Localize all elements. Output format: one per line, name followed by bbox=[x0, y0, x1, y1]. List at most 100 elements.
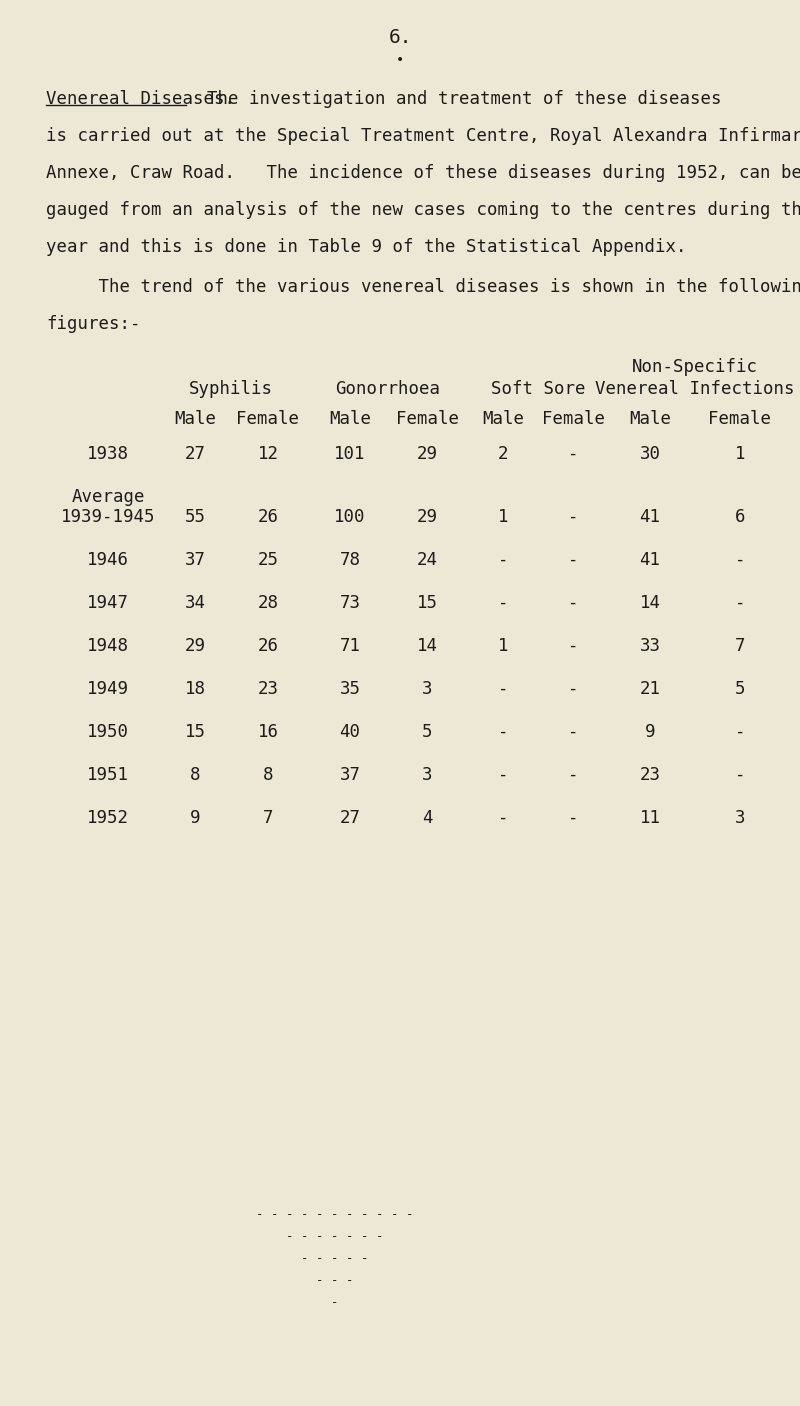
Text: 1: 1 bbox=[498, 508, 508, 526]
Text: 23: 23 bbox=[258, 681, 278, 697]
Text: -: - bbox=[498, 593, 508, 612]
Text: Venereal Diseases.: Venereal Diseases. bbox=[46, 90, 235, 108]
Text: -: - bbox=[568, 681, 578, 697]
Text: Syphilis: Syphilis bbox=[189, 380, 273, 398]
Text: 1: 1 bbox=[498, 637, 508, 655]
Text: 37: 37 bbox=[339, 766, 361, 785]
Text: 1951: 1951 bbox=[87, 766, 129, 785]
Text: •: • bbox=[396, 53, 404, 67]
Text: 24: 24 bbox=[417, 551, 438, 569]
Text: 30: 30 bbox=[639, 446, 661, 463]
Text: 7: 7 bbox=[734, 637, 746, 655]
Text: 28: 28 bbox=[258, 593, 278, 612]
Text: 6: 6 bbox=[734, 508, 746, 526]
Text: 101: 101 bbox=[334, 446, 366, 463]
Text: - - - - -: - - - - - bbox=[302, 1251, 369, 1265]
Text: Gonorrhoea: Gonorrhoea bbox=[335, 380, 441, 398]
Text: -: - bbox=[568, 551, 578, 569]
Text: year and this is done in Table 9 of the Statistical Appendix.: year and this is done in Table 9 of the … bbox=[46, 238, 686, 256]
Text: gauged from an analysis of the new cases coming to the centres during the: gauged from an analysis of the new cases… bbox=[46, 201, 800, 219]
Text: 11: 11 bbox=[639, 808, 661, 827]
Text: Female: Female bbox=[542, 411, 605, 427]
Text: -: - bbox=[498, 766, 508, 785]
Text: 15: 15 bbox=[417, 593, 438, 612]
Text: 71: 71 bbox=[339, 637, 361, 655]
Text: Soft Sore: Soft Sore bbox=[490, 380, 586, 398]
Text: 1948: 1948 bbox=[87, 637, 129, 655]
Text: 1938: 1938 bbox=[87, 446, 129, 463]
Text: 5: 5 bbox=[422, 723, 432, 741]
Text: -: - bbox=[734, 723, 746, 741]
Text: Male: Male bbox=[329, 411, 371, 427]
Text: 18: 18 bbox=[185, 681, 206, 697]
Text: 5: 5 bbox=[734, 681, 746, 697]
Text: 26: 26 bbox=[258, 508, 278, 526]
Text: -: - bbox=[331, 1296, 338, 1309]
Text: -: - bbox=[498, 723, 508, 741]
Text: 29: 29 bbox=[417, 446, 438, 463]
Text: -: - bbox=[498, 551, 508, 569]
Text: 40: 40 bbox=[339, 723, 361, 741]
Text: -: - bbox=[568, 766, 578, 785]
Text: -: - bbox=[498, 808, 508, 827]
Text: 1950: 1950 bbox=[87, 723, 129, 741]
Text: -: - bbox=[734, 593, 746, 612]
Text: - - -: - - - bbox=[316, 1274, 354, 1286]
Text: 6.: 6. bbox=[388, 28, 412, 46]
Text: 14: 14 bbox=[417, 637, 438, 655]
Text: 1947: 1947 bbox=[87, 593, 129, 612]
Text: 35: 35 bbox=[339, 681, 361, 697]
Text: 3: 3 bbox=[422, 766, 432, 785]
Text: figures:-: figures:- bbox=[46, 315, 141, 333]
Text: 3: 3 bbox=[422, 681, 432, 697]
Text: 7: 7 bbox=[262, 808, 274, 827]
Text: 9: 9 bbox=[645, 723, 655, 741]
Text: Male: Male bbox=[629, 411, 671, 427]
Text: 21: 21 bbox=[639, 681, 661, 697]
Text: 29: 29 bbox=[417, 508, 438, 526]
Text: Female: Female bbox=[709, 411, 771, 427]
Text: 33: 33 bbox=[639, 637, 661, 655]
Text: 12: 12 bbox=[258, 446, 278, 463]
Text: 14: 14 bbox=[639, 593, 661, 612]
Text: The investigation and treatment of these diseases: The investigation and treatment of these… bbox=[186, 90, 722, 108]
Text: Male: Male bbox=[174, 411, 216, 427]
Text: 1949: 1949 bbox=[87, 681, 129, 697]
Text: -: - bbox=[568, 593, 578, 612]
Text: 8: 8 bbox=[190, 766, 200, 785]
Text: 27: 27 bbox=[185, 446, 206, 463]
Text: 1: 1 bbox=[734, 446, 746, 463]
Text: 9: 9 bbox=[190, 808, 200, 827]
Text: Female: Female bbox=[237, 411, 299, 427]
Text: 37: 37 bbox=[185, 551, 206, 569]
Text: Venereal Infections: Venereal Infections bbox=[595, 380, 794, 398]
Text: is carried out at the Special Treatment Centre, Royal Alexandra Infirmary: is carried out at the Special Treatment … bbox=[46, 127, 800, 145]
Text: 23: 23 bbox=[639, 766, 661, 785]
Text: -: - bbox=[734, 551, 746, 569]
Text: Average: Average bbox=[71, 488, 145, 506]
Text: Annexe, Craw Road.   The incidence of these diseases during 1952, can be: Annexe, Craw Road. The incidence of thes… bbox=[46, 165, 800, 181]
Text: 25: 25 bbox=[258, 551, 278, 569]
Text: 26: 26 bbox=[258, 637, 278, 655]
Text: -: - bbox=[568, 637, 578, 655]
Text: 1946: 1946 bbox=[87, 551, 129, 569]
Text: Male: Male bbox=[482, 411, 524, 427]
Text: 34: 34 bbox=[185, 593, 206, 612]
Text: -: - bbox=[568, 508, 578, 526]
Text: -: - bbox=[498, 681, 508, 697]
Text: 1952: 1952 bbox=[87, 808, 129, 827]
Text: 4: 4 bbox=[422, 808, 432, 827]
Text: - - - - - - - - - - -: - - - - - - - - - - - bbox=[256, 1208, 414, 1220]
Text: 8: 8 bbox=[262, 766, 274, 785]
Text: 55: 55 bbox=[185, 508, 206, 526]
Text: -: - bbox=[568, 723, 578, 741]
Text: 27: 27 bbox=[339, 808, 361, 827]
Text: 2: 2 bbox=[498, 446, 508, 463]
Text: Non-Specific: Non-Specific bbox=[632, 359, 758, 375]
Text: 78: 78 bbox=[339, 551, 361, 569]
Text: 3: 3 bbox=[734, 808, 746, 827]
Text: - - - - - - -: - - - - - - - bbox=[286, 1230, 384, 1243]
Text: -: - bbox=[568, 808, 578, 827]
Text: 1939-1945: 1939-1945 bbox=[61, 508, 155, 526]
Text: The trend of the various venereal diseases is shown in the following: The trend of the various venereal diseas… bbox=[46, 278, 800, 297]
